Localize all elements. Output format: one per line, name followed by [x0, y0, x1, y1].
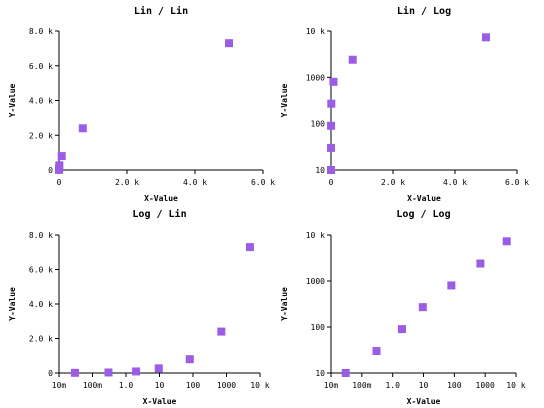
y-tick-label: 10 — [315, 166, 325, 175]
data-point — [104, 368, 113, 377]
y-tick-label: 8.0 k — [29, 231, 53, 240]
x-tick-label: 1000 — [217, 381, 236, 390]
y-tick-label: 6.0 k — [29, 62, 53, 71]
y-axis-label: Y-Value — [8, 287, 17, 321]
x-axis-label: X-Value — [407, 397, 441, 406]
data-point — [245, 243, 254, 252]
y-tick-label: 10 — [315, 369, 325, 378]
y-tick-label: 6.0 k — [29, 266, 53, 275]
panel-title: Lin / Lin — [134, 5, 188, 17]
panel-log-log: Log / Log 10 100 1000 10 k 10m 100m 1.0 10 100 100… — [280, 209, 526, 406]
y-tick-label: 8.0 k — [29, 27, 53, 36]
x-tick-label: 100m — [83, 381, 102, 390]
data-point — [154, 364, 163, 373]
data-point — [185, 355, 194, 364]
y-tick-label: 2.0 k — [29, 131, 53, 140]
x-axis-label: X-Value — [407, 194, 441, 203]
y-tick-label: 0 — [48, 369, 53, 378]
x-tick-label: 4.0 k — [443, 178, 467, 187]
data-point — [447, 281, 456, 290]
panel-lin-log: Lin / Log 10 100 1000 10 k 0 2.0 k 4.0 k 6.0 k X-… — [280, 5, 529, 203]
x-tick-label: 100 — [186, 381, 201, 390]
x-tick-label: 6.0 k — [251, 178, 275, 187]
x-tick-label: 1000 — [476, 381, 495, 390]
data-point — [502, 237, 511, 246]
x-tick-label: 10 — [155, 381, 165, 390]
data-point — [225, 39, 233, 48]
y-tick-label: 1000 — [306, 277, 325, 286]
y-axis-label: Y-Value — [280, 83, 289, 117]
x-tick-label: 10m — [324, 381, 339, 390]
x-tick-label: 0 — [57, 178, 62, 187]
y-tick-label: 4.0 k — [29, 97, 53, 106]
y-tick-label: 10 k — [306, 27, 325, 36]
panel-title: Log / Log — [396, 209, 450, 220]
data-point — [329, 77, 338, 86]
data-point — [132, 367, 141, 376]
x-tick-label: 0 — [329, 178, 334, 187]
x-tick-label: 2.0 k — [115, 178, 139, 187]
data-point — [57, 152, 66, 161]
x-tick-label: 10 — [419, 381, 429, 390]
data-point — [418, 303, 427, 312]
panel-lin-lin: Lin / Lin 0 2.0 k 4.0 k 6.0 k 8.0 k 0 2.0 k 4.0 … — [8, 5, 275, 203]
x-tick-label: 1.0 — [385, 381, 400, 390]
x-tick-label: 1.0 — [119, 381, 134, 390]
panel-title: Lin / Log — [397, 5, 451, 17]
y-tick-label: 10 k — [306, 231, 325, 240]
y-axis-label: Y-Value — [8, 83, 17, 117]
panel-title: Log / Lin — [132, 208, 186, 220]
data-point — [397, 325, 406, 334]
y-tick-label: 0 — [48, 166, 53, 175]
x-tick-label: 100m — [352, 381, 371, 390]
y-tick-label: 100 — [311, 120, 326, 129]
data-point — [348, 55, 357, 64]
y-tick-label: 4.0 k — [29, 300, 53, 309]
data-point — [70, 368, 79, 377]
data-point — [327, 166, 336, 174]
y-tick-label: 1000 — [306, 73, 325, 82]
panel-log-lin: Log / Lin 0 2.0 k 4.0 k 6.0 k 8.0 k 10m 100m 1.0… — [8, 208, 270, 406]
data-point — [372, 347, 381, 356]
data-point — [327, 143, 336, 152]
x-tick-label: 2.0 k — [381, 178, 405, 187]
data-point — [78, 124, 87, 133]
x-axis-label: X-Value — [143, 397, 177, 406]
x-tick-label: 4.0 k — [183, 178, 207, 187]
data-point — [327, 99, 336, 108]
data-point — [341, 369, 350, 377]
data-point — [55, 161, 64, 170]
data-point — [476, 259, 485, 268]
y-tick-label: 2.0 k — [29, 335, 53, 344]
x-tick-label: 100 — [447, 381, 462, 390]
y-axis-label: Y-Value — [280, 287, 289, 321]
x-tick-label: 10 k — [250, 381, 269, 390]
x-tick-label: 6.0 k — [505, 178, 529, 187]
x-tick-label: 10m — [52, 381, 67, 390]
y-tick-label: 100 — [311, 323, 326, 332]
data-point — [482, 33, 490, 42]
x-tick-label: 10 k — [506, 381, 525, 390]
data-point — [217, 327, 226, 336]
data-point — [327, 121, 336, 130]
x-axis-label: X-Value — [144, 194, 178, 203]
